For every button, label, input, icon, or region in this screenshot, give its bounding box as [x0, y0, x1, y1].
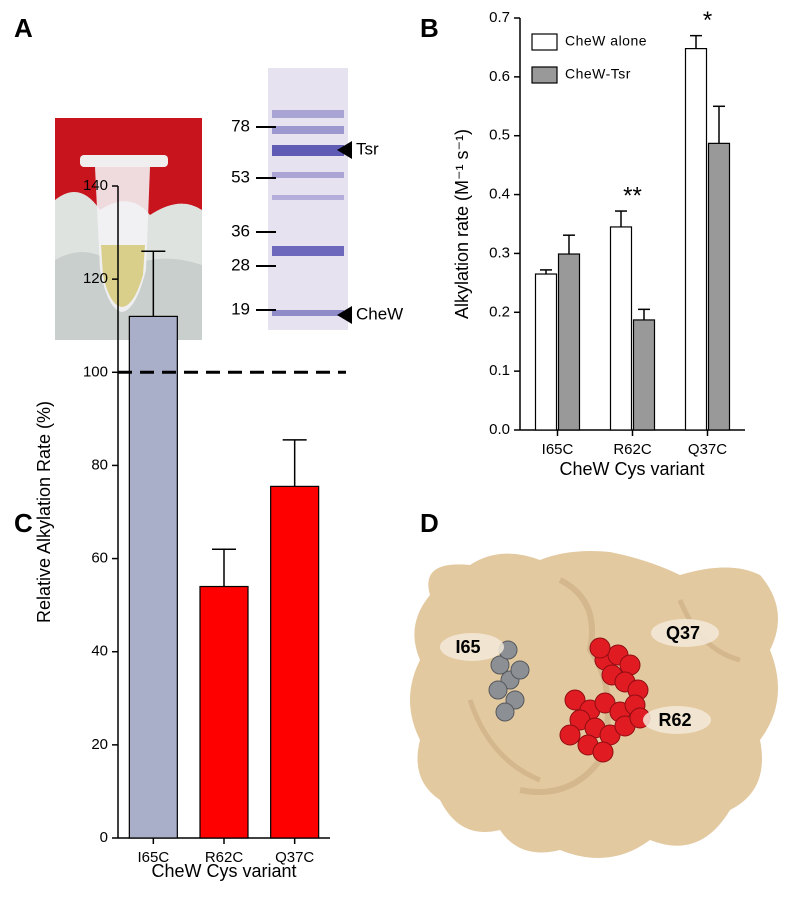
panel-label: A: [14, 13, 33, 43]
significance-mark: **: [623, 182, 642, 209]
residue-label: I65: [455, 637, 480, 657]
band-arrow: [337, 141, 352, 159]
y-tick-label: 0.0: [489, 421, 510, 438]
tube-liquid: [101, 245, 145, 307]
panel-label: D: [420, 508, 439, 538]
bar: [684, 48, 708, 431]
y-tick-label: 0.1: [489, 362, 510, 379]
gel-band: [272, 126, 344, 134]
x-tick-label: R62C: [613, 441, 652, 458]
gel-band: [272, 246, 344, 256]
gel-band: [272, 310, 344, 316]
legend-swatch: [531, 33, 558, 51]
y-axis-label: Relative Alkylation Rate (%): [34, 401, 54, 623]
atom-sphere: [488, 680, 508, 700]
marker-label: 28: [231, 255, 250, 274]
atom-sphere: [592, 741, 614, 763]
atom-sphere: [559, 724, 581, 746]
y-axis-label: Alkylation rate (M⁻¹ s⁻¹): [452, 129, 472, 319]
y-tick-label: 0.3: [489, 244, 510, 261]
y-tick-label: 0: [100, 829, 108, 846]
x-tick-label: R62C: [205, 849, 244, 866]
y-tick-label: 40: [91, 643, 108, 660]
y-tick-label: 0.5: [489, 127, 510, 144]
marker-label: 53: [231, 167, 250, 186]
y-tick-label: 140: [83, 177, 108, 194]
band-arrow: [337, 306, 352, 324]
significance-mark: *: [703, 7, 712, 34]
gel-band: [272, 110, 344, 118]
panel-label: C: [14, 508, 33, 538]
band-label: Tsr: [356, 139, 379, 158]
atom-sphere: [589, 637, 611, 659]
x-tick-label: Q37C: [688, 441, 727, 458]
atom-sphere: [490, 655, 510, 675]
bar: [632, 319, 656, 431]
residue-label: Q37: [666, 623, 700, 643]
band-label: CheW: [356, 304, 403, 323]
legend-label: CheW-Tsr: [565, 66, 631, 82]
y-tick-label: 60: [91, 550, 108, 567]
y-tick-label: 0.6: [489, 68, 510, 85]
bar: [707, 142, 731, 431]
gel-band: [272, 195, 344, 200]
x-axis-label: CheW Cys variant: [151, 861, 296, 881]
y-tick-label: 100: [83, 363, 108, 380]
tube-cap: [80, 155, 168, 167]
marker-label: 19: [231, 299, 250, 318]
y-tick-label: 20: [91, 736, 108, 753]
label-bubble: [651, 619, 719, 647]
x-tick-label: I65C: [542, 441, 574, 458]
y-tick-label: 0.7: [489, 9, 510, 26]
x-tick-label: I65C: [137, 849, 169, 866]
legend-label: CheW alone: [565, 33, 647, 49]
legend-swatch: [531, 66, 558, 84]
bar: [128, 315, 178, 839]
bar: [199, 585, 249, 839]
gel-band: [272, 145, 344, 156]
y-tick-label: 0.4: [489, 186, 510, 203]
marker-label: 36: [231, 221, 250, 240]
y-tick-label: 0.2: [489, 303, 510, 320]
bar: [534, 273, 558, 431]
panel-label: B: [420, 13, 439, 43]
atom-sphere: [564, 689, 586, 711]
bar: [270, 485, 320, 839]
x-axis-label: CheW Cys variant: [559, 459, 704, 479]
residue-label: R62: [658, 710, 691, 730]
x-tick-label: Q37C: [275, 849, 314, 866]
bar: [557, 253, 581, 431]
marker-label: 78: [231, 116, 250, 135]
atom-sphere: [510, 660, 530, 680]
y-tick-label: 120: [83, 270, 108, 287]
atom-sphere: [495, 702, 515, 722]
label-bubble: [440, 633, 504, 661]
y-tick-label: 80: [91, 456, 108, 473]
gel-band: [272, 172, 344, 178]
bar: [609, 226, 633, 431]
label-bubble: [643, 706, 711, 734]
